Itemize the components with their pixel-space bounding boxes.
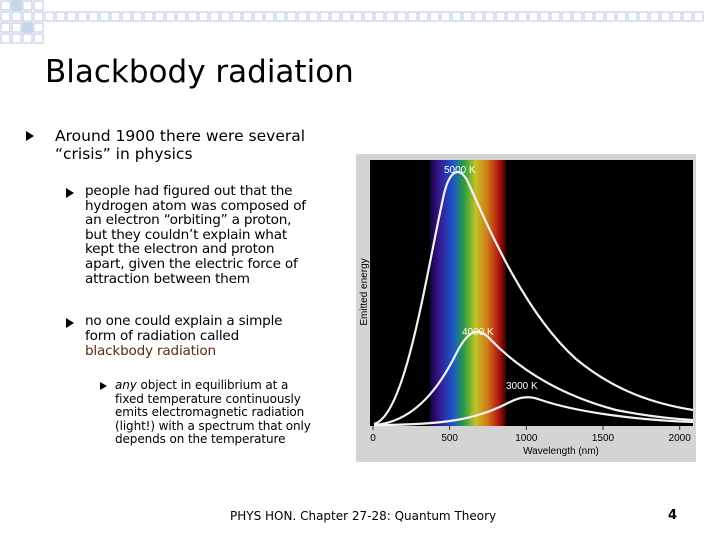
x-tick-label: 0	[370, 433, 376, 444]
x-tick-label: 1000	[515, 433, 538, 444]
bullet-arrow	[66, 188, 74, 198]
bullet-arrow	[26, 131, 34, 141]
bullet-arrow	[100, 382, 107, 390]
bullet-arrow	[66, 318, 74, 328]
bullet-line: but they couldn’t explain what	[85, 226, 287, 243]
bullet-line: kept the electron and proton	[85, 241, 275, 258]
x-tick-label: 500	[441, 433, 458, 444]
bullet-line: “crisis” in physics	[55, 145, 193, 163]
x-axis-label: Wavelength (nm)	[523, 446, 599, 457]
bullet-line: no one could explain a simple	[85, 313, 283, 329]
bullet-line: Around 1900 there were several	[55, 127, 306, 145]
curve-label: 3000 K	[506, 381, 538, 392]
text: object in equilibrium at a	[140, 378, 289, 392]
bullet-line: fixed temperature continuously	[115, 391, 301, 406]
decoration	[0, 0, 704, 44]
bullet-line: attraction between them	[85, 270, 250, 287]
x-tick-label: 1500	[592, 433, 615, 444]
curve-label: 4000 K	[462, 327, 494, 338]
bullet-line: emits electromagnetic radiation	[115, 405, 305, 420]
slide-title: Blackbody radiation	[45, 54, 354, 90]
bullet-line: hydrogen atom was composed of	[85, 197, 306, 214]
curve-label: 5000 K	[444, 165, 476, 176]
bullet-line: any object in equilibrium at a	[115, 378, 289, 393]
bullet-line: apart, given the electric force of	[85, 256, 298, 272]
bullet-line: an electron “orbiting” a proton,	[85, 212, 292, 229]
emphasis: any	[115, 378, 137, 392]
footer: PHYS HON. Chapter 27-28: Quantum Theory	[230, 509, 497, 523]
bullet-line: people had figured out that the	[85, 183, 293, 199]
page-number: 4	[668, 508, 678, 523]
highlight-term: blackbody radiation	[85, 343, 216, 359]
x-tick-label: 2000	[669, 433, 692, 444]
bullet-line: (light!) with a spectrum that only	[115, 418, 311, 433]
bullet-line: form of radiation called	[85, 328, 240, 344]
bullet-line: depends on the temperature	[115, 432, 286, 447]
y-axis-label: Emitted energy	[359, 258, 370, 325]
figure: 5000 K 4000 K 3000 K Emitted energy Wave…	[356, 154, 696, 462]
